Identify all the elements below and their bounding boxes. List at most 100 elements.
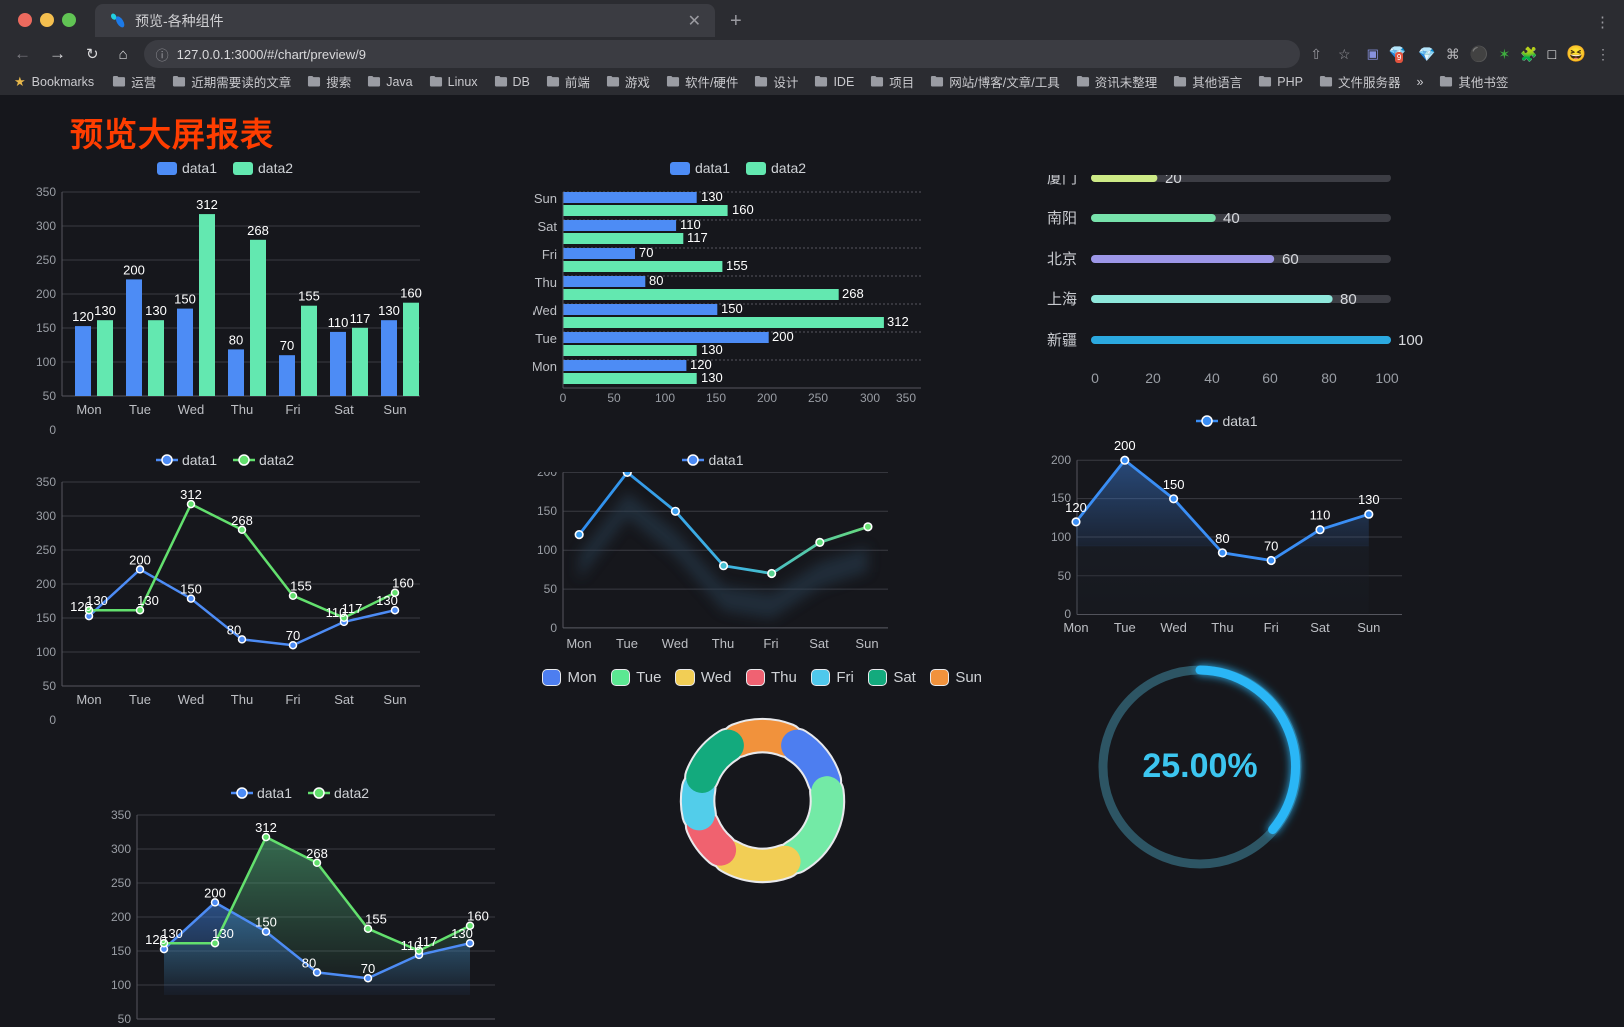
svg-text:Thu: Thu [231, 692, 253, 707]
svg-text:厦门: 厦门 [1047, 175, 1077, 187]
svg-text:Thu: Thu [535, 275, 557, 290]
svg-text:160: 160 [400, 286, 422, 301]
svg-text:Mon: Mon [566, 636, 591, 651]
svg-text:100: 100 [111, 978, 131, 992]
svg-text:150: 150 [36, 611, 56, 625]
svg-text:312: 312 [196, 197, 218, 212]
svg-text:130: 130 [86, 593, 108, 608]
svg-text:Mon: Mon [1063, 620, 1088, 635]
svg-text:110: 110 [1310, 508, 1331, 523]
svg-text:200: 200 [1114, 438, 1136, 453]
svg-text:80: 80 [302, 955, 316, 970]
svg-text:0: 0 [49, 713, 56, 727]
svg-text:Fri: Fri [763, 636, 778, 651]
svg-text:Thu: Thu [231, 402, 253, 417]
svg-text:Sun: Sun [855, 636, 878, 651]
svg-text:Mon: Mon [76, 402, 101, 417]
svg-text:150: 150 [174, 292, 196, 307]
svg-text:250: 250 [36, 543, 56, 557]
svg-text:150: 150 [1163, 477, 1185, 492]
svg-text:150: 150 [537, 504, 557, 518]
svg-text:130: 130 [1358, 492, 1380, 507]
svg-text:100: 100 [36, 355, 56, 369]
svg-text:200: 200 [36, 287, 56, 301]
svg-text:50: 50 [43, 389, 57, 403]
svg-text:120: 120 [72, 309, 94, 324]
svg-text:350: 350 [896, 391, 916, 405]
svg-text:300: 300 [111, 842, 131, 856]
svg-text:50: 50 [118, 1012, 132, 1026]
svg-text:70: 70 [280, 338, 294, 353]
svg-text:200: 200 [204, 885, 226, 900]
svg-text:200: 200 [111, 910, 131, 924]
svg-text:Tue: Tue [1114, 620, 1136, 635]
svg-text:Tue: Tue [616, 636, 638, 651]
svg-text:50: 50 [43, 679, 57, 693]
svg-text:350: 350 [111, 808, 131, 822]
svg-text:160: 160 [732, 202, 754, 217]
svg-text:300: 300 [36, 219, 56, 233]
svg-text:350: 350 [36, 185, 56, 199]
svg-text:Mon: Mon [76, 692, 101, 707]
svg-text:100: 100 [537, 543, 557, 557]
svg-text:300: 300 [860, 391, 880, 405]
svg-text:312: 312 [255, 820, 277, 835]
svg-text:117: 117 [342, 601, 363, 616]
svg-text:250: 250 [111, 876, 131, 890]
svg-text:150: 150 [721, 301, 743, 316]
svg-text:268: 268 [842, 286, 864, 301]
svg-text:130: 130 [145, 303, 167, 318]
svg-text:Sat: Sat [537, 219, 557, 234]
svg-text:Fri: Fri [285, 692, 300, 707]
svg-text:Sun: Sun [534, 191, 557, 206]
svg-text:南阳: 南阳 [1047, 210, 1077, 227]
svg-text:60: 60 [1262, 370, 1278, 386]
svg-text:130: 130 [137, 593, 159, 608]
svg-text:Mon: Mon [533, 359, 557, 374]
svg-text:300: 300 [36, 509, 56, 523]
svg-text:350: 350 [36, 475, 56, 489]
svg-text:0: 0 [1064, 607, 1071, 621]
svg-text:50: 50 [1058, 569, 1072, 583]
svg-text:上海: 上海 [1047, 291, 1077, 308]
svg-text:160: 160 [467, 909, 489, 924]
svg-text:25.00%: 25.00% [1142, 747, 1257, 785]
svg-text:312: 312 [180, 487, 202, 502]
svg-text:100: 100 [1051, 530, 1071, 544]
svg-text:80: 80 [229, 332, 243, 347]
svg-text:60: 60 [1282, 251, 1299, 268]
svg-text:110: 110 [328, 315, 349, 330]
svg-text:250: 250 [808, 391, 828, 405]
svg-text:Wed: Wed [178, 402, 205, 417]
svg-text:150: 150 [180, 582, 202, 597]
svg-text:Tue: Tue [129, 692, 151, 707]
svg-text:100: 100 [655, 391, 675, 405]
svg-text:268: 268 [247, 223, 269, 238]
svg-text:130: 130 [451, 926, 473, 941]
svg-text:50: 50 [607, 391, 621, 405]
svg-text:70: 70 [639, 245, 653, 260]
svg-text:117: 117 [687, 230, 708, 245]
svg-text:Sun: Sun [1357, 620, 1380, 635]
svg-text:130: 130 [701, 370, 723, 385]
svg-text:130: 130 [378, 303, 400, 318]
svg-text:312: 312 [887, 314, 909, 329]
svg-text:Wed: Wed [533, 303, 557, 318]
svg-text:80: 80 [1340, 291, 1357, 308]
svg-text:155: 155 [726, 258, 748, 273]
svg-text:200: 200 [36, 577, 56, 591]
svg-text:Fri: Fri [1264, 620, 1279, 635]
svg-text:120: 120 [1065, 500, 1087, 515]
svg-text:Sat: Sat [334, 692, 354, 707]
svg-text:Tue: Tue [129, 402, 151, 417]
svg-text:Sun: Sun [383, 402, 406, 417]
svg-text:Tue: Tue [535, 331, 557, 346]
svg-text:130: 130 [701, 189, 723, 204]
svg-text:Sat: Sat [809, 636, 829, 651]
svg-text:100: 100 [36, 645, 56, 659]
svg-text:130: 130 [161, 926, 183, 941]
svg-text:北京: 北京 [1047, 251, 1077, 268]
svg-text:130: 130 [94, 303, 116, 318]
svg-text:0: 0 [550, 621, 557, 635]
svg-text:155: 155 [298, 289, 320, 304]
